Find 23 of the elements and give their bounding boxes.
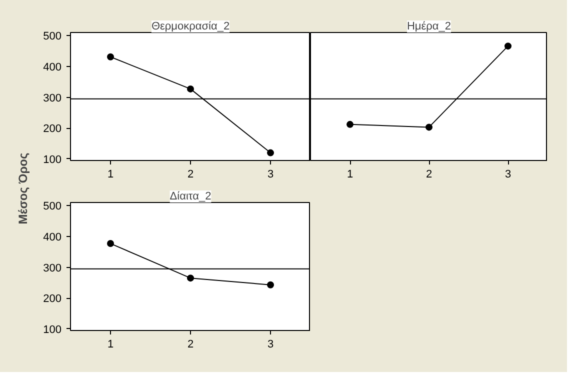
- y-tick-label: 500: [43, 200, 62, 213]
- y-tick-label: 400: [43, 231, 62, 244]
- x-tick-label: 3: [267, 338, 274, 350]
- y-tick-label: 300: [43, 92, 62, 104]
- chart-title: Θερμοκρασία_2: [151, 20, 230, 32]
- y-axis-title: Μέσος Όρος: [16, 152, 30, 224]
- x-tick-label: 3: [267, 168, 274, 180]
- y-tick-label: 200: [43, 293, 62, 306]
- x-tick-label: 2: [426, 168, 432, 180]
- y-tick-label: 100: [43, 154, 62, 166]
- x-tick-label: 2: [187, 338, 194, 350]
- chart-title: Ημέρα_2: [406, 20, 452, 32]
- x-tick-label: 2: [187, 168, 194, 180]
- y-tick-label: 100: [43, 324, 62, 336]
- y-tick-label: 300: [43, 262, 62, 274]
- y-tick-label: 500: [43, 30, 62, 43]
- chart-title: Δίαιτα_2: [170, 190, 212, 202]
- x-tick-label: 1: [107, 168, 114, 180]
- y-tick-label: 200: [43, 123, 62, 136]
- x-tick-label: 1: [346, 168, 354, 180]
- x-tick-label: 3: [504, 168, 512, 180]
- x-tick-label: 1: [107, 338, 114, 350]
- y-tick-label: 400: [43, 61, 62, 74]
